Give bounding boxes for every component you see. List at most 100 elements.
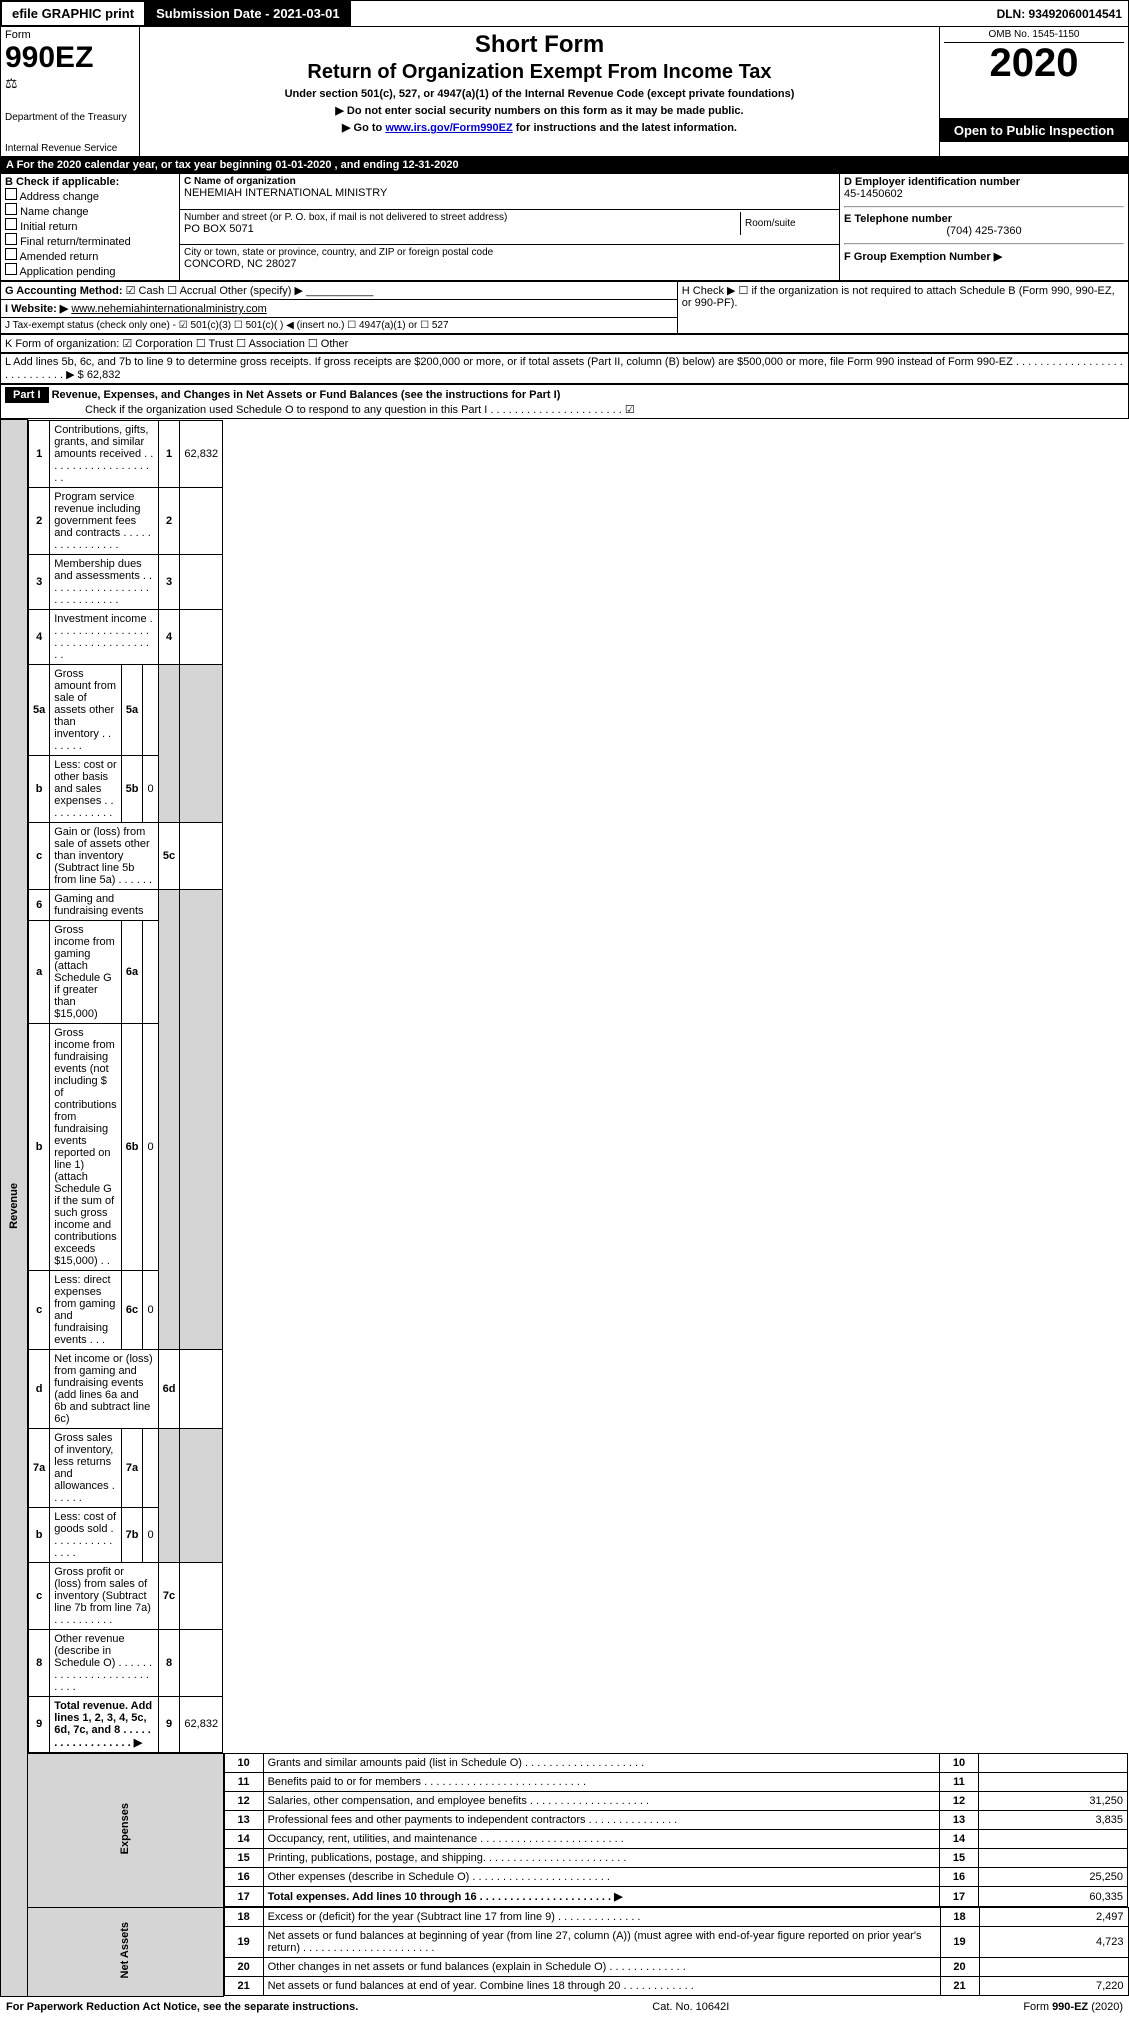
col-value	[180, 487, 223, 554]
form-word: Form	[5, 29, 135, 41]
g-accrual[interactable]: ☐ Accrual	[167, 285, 216, 297]
checkbox-icon[interactable]	[5, 188, 17, 200]
box-l: L Add lines 5b, 6c, and 7b to line 9 to …	[1, 354, 1129, 384]
box-i: I Website: ▶ www.nehemiahinternationalmi…	[1, 300, 678, 318]
sub-value: 0	[143, 1507, 158, 1562]
line-5c: c Gain or (loss) from sale of assets oth…	[29, 822, 223, 889]
c-street-label: Number and street (or P. O. box, if mail…	[184, 212, 740, 223]
checkbox-icon[interactable]	[5, 233, 17, 245]
c-city-label: City or town, state or province, country…	[184, 247, 835, 258]
col-value	[979, 1754, 1128, 1773]
line-10: 10 Grants and similar amounts paid (list…	[224, 1754, 1127, 1773]
b-item-label: Amended return	[19, 251, 98, 263]
efile-label[interactable]: efile GRAPHIC print	[1, 1, 145, 26]
line-15: 15 Printing, publications, postage, and …	[224, 1849, 1127, 1868]
b-address-change[interactable]: Address change	[5, 188, 175, 203]
checkbox-icon[interactable]	[5, 203, 17, 215]
footer-right: Form 990-EZ (2020)	[1023, 2001, 1123, 2013]
open-to-public: Open to Public Inspection	[940, 119, 1128, 142]
side-label-text: Net Assets	[117, 1912, 133, 1988]
phone-value: (704) 425-7360	[844, 225, 1124, 237]
box-c-name: C Name of organization NEHEMIAH INTERNAT…	[180, 174, 840, 210]
ssn-warning: ▶ Do not enter social security numbers o…	[144, 104, 935, 117]
line-number: 11	[224, 1773, 263, 1792]
col-value: 2,497	[979, 1908, 1128, 1927]
b-application-pending[interactable]: Application pending	[5, 263, 175, 278]
goto-line: ▶ Go to www.irs.gov/Form990EZ for instru…	[144, 121, 935, 134]
line-desc: Other expenses (describe in Schedule O) …	[263, 1868, 939, 1887]
dept-label: Department of the Treasury	[5, 112, 135, 123]
col-value	[180, 1562, 223, 1629]
line-desc: Less: cost or other basis and sales expe…	[50, 755, 121, 822]
side-label-expenses: Expenses	[28, 1753, 224, 1907]
form-header: Form 990EZ ⚖ Department of the Treasury …	[0, 26, 1129, 157]
line-number: d	[29, 1349, 50, 1428]
shaded-cell	[180, 889, 223, 1349]
under-section: Under section 501(c), 527, or 4947(a)(1)…	[144, 88, 935, 100]
line-number: c	[29, 822, 50, 889]
k-row: K Form of organization: ☑ Corporation ☐ …	[0, 334, 1129, 353]
f-label: F Group Exemption Number ▶	[844, 250, 1124, 263]
b-item-label: Initial return	[20, 221, 77, 233]
g-cash[interactable]: ☑ Cash	[126, 285, 165, 297]
line-desc: Gaming and fundraising events	[50, 889, 158, 920]
year-cell: OMB No. 1545-1150 2020	[940, 27, 1129, 119]
b-name-change[interactable]: Name change	[5, 203, 175, 218]
line-desc: Net income or (loss) from gaming and fun…	[50, 1349, 158, 1428]
col-number: 20	[940, 1958, 979, 1977]
goto-link[interactable]: www.irs.gov/Form990EZ	[385, 122, 512, 134]
side-label-netassets: Net Assets	[28, 1907, 224, 1996]
sub-value	[143, 920, 158, 1023]
g-other-label: Other (specify) ▶	[219, 285, 303, 297]
col-number: 2	[158, 487, 180, 554]
line-6: 6 Gaming and fundraising events	[29, 889, 223, 920]
part1-label: Part I	[5, 387, 49, 403]
box-def: D Employer identification number 45-1450…	[840, 174, 1129, 281]
col-number: 12	[940, 1792, 979, 1811]
checkbox-icon[interactable]	[5, 263, 17, 275]
g-accrual-label: Accrual	[180, 285, 217, 297]
box-c-street: Number and street (or P. O. box, if mail…	[180, 209, 840, 245]
sub-number: 7b	[121, 1507, 143, 1562]
checkbox-icon[interactable]	[5, 248, 17, 260]
sub-number: 6b	[121, 1023, 143, 1270]
treasury-seal-icon: ⚖	[5, 75, 135, 92]
part1-check: Check if the organization used Schedule …	[5, 403, 1124, 416]
g-other[interactable]: Other (specify) ▶ ___________	[219, 285, 373, 297]
shaded-cell	[158, 1428, 180, 1562]
b-amended-return[interactable]: Amended return	[5, 248, 175, 263]
line-number: 20	[224, 1958, 263, 1977]
submission-date: Submission Date - 2021-03-01	[145, 1, 351, 26]
line-2: 2 Program service revenue including gove…	[29, 487, 223, 554]
col-number: 16	[940, 1868, 979, 1887]
col-value	[180, 1349, 223, 1428]
tax-year: 2020	[944, 43, 1124, 83]
col-value: 7,220	[979, 1977, 1128, 1996]
line-number: 7a	[29, 1428, 50, 1507]
side-label-text: Expenses	[117, 1793, 133, 1864]
sub-number: 5b	[121, 755, 143, 822]
line-desc: Less: cost of goods sold . . . . . . . .…	[50, 1507, 121, 1562]
col-value: 31,250	[979, 1792, 1128, 1811]
line-number: a	[29, 920, 50, 1023]
form-id-cell: Form 990EZ ⚖ Department of the Treasury …	[1, 27, 140, 157]
line-5a: 5a Gross amount from sale of assets othe…	[29, 664, 223, 755]
col-value: 4,723	[979, 1927, 1128, 1958]
checkbox-icon[interactable]	[5, 218, 17, 230]
b-final-return[interactable]: Final return/terminated	[5, 233, 175, 248]
irs-label: Internal Revenue Service	[5, 143, 135, 154]
line-number: 4	[29, 609, 50, 664]
b-initial-return[interactable]: Initial return	[5, 218, 175, 233]
col-number: 6d	[158, 1349, 180, 1428]
line-number: 16	[224, 1868, 263, 1887]
ein-value: 45-1450602	[844, 188, 1124, 200]
line-7c: c Gross profit or (loss) from sales of i…	[29, 1562, 223, 1629]
b-item-label: Application pending	[19, 266, 115, 278]
line-desc: Gross amount from sale of assets other t…	[50, 664, 121, 755]
page-footer: For Paperwork Reduction Act Notice, see …	[0, 1997, 1129, 2017]
website-value[interactable]: www.nehemiahinternationalministry.com	[71, 303, 266, 315]
box-g: G Accounting Method: ☑ Cash ☐ Accrual Ot…	[1, 282, 678, 300]
expense-lines: 10 Grants and similar amounts paid (list…	[224, 1753, 1128, 1907]
part1-title: Revenue, Expenses, and Changes in Net As…	[52, 389, 561, 401]
b-item-label: Address change	[19, 191, 99, 203]
